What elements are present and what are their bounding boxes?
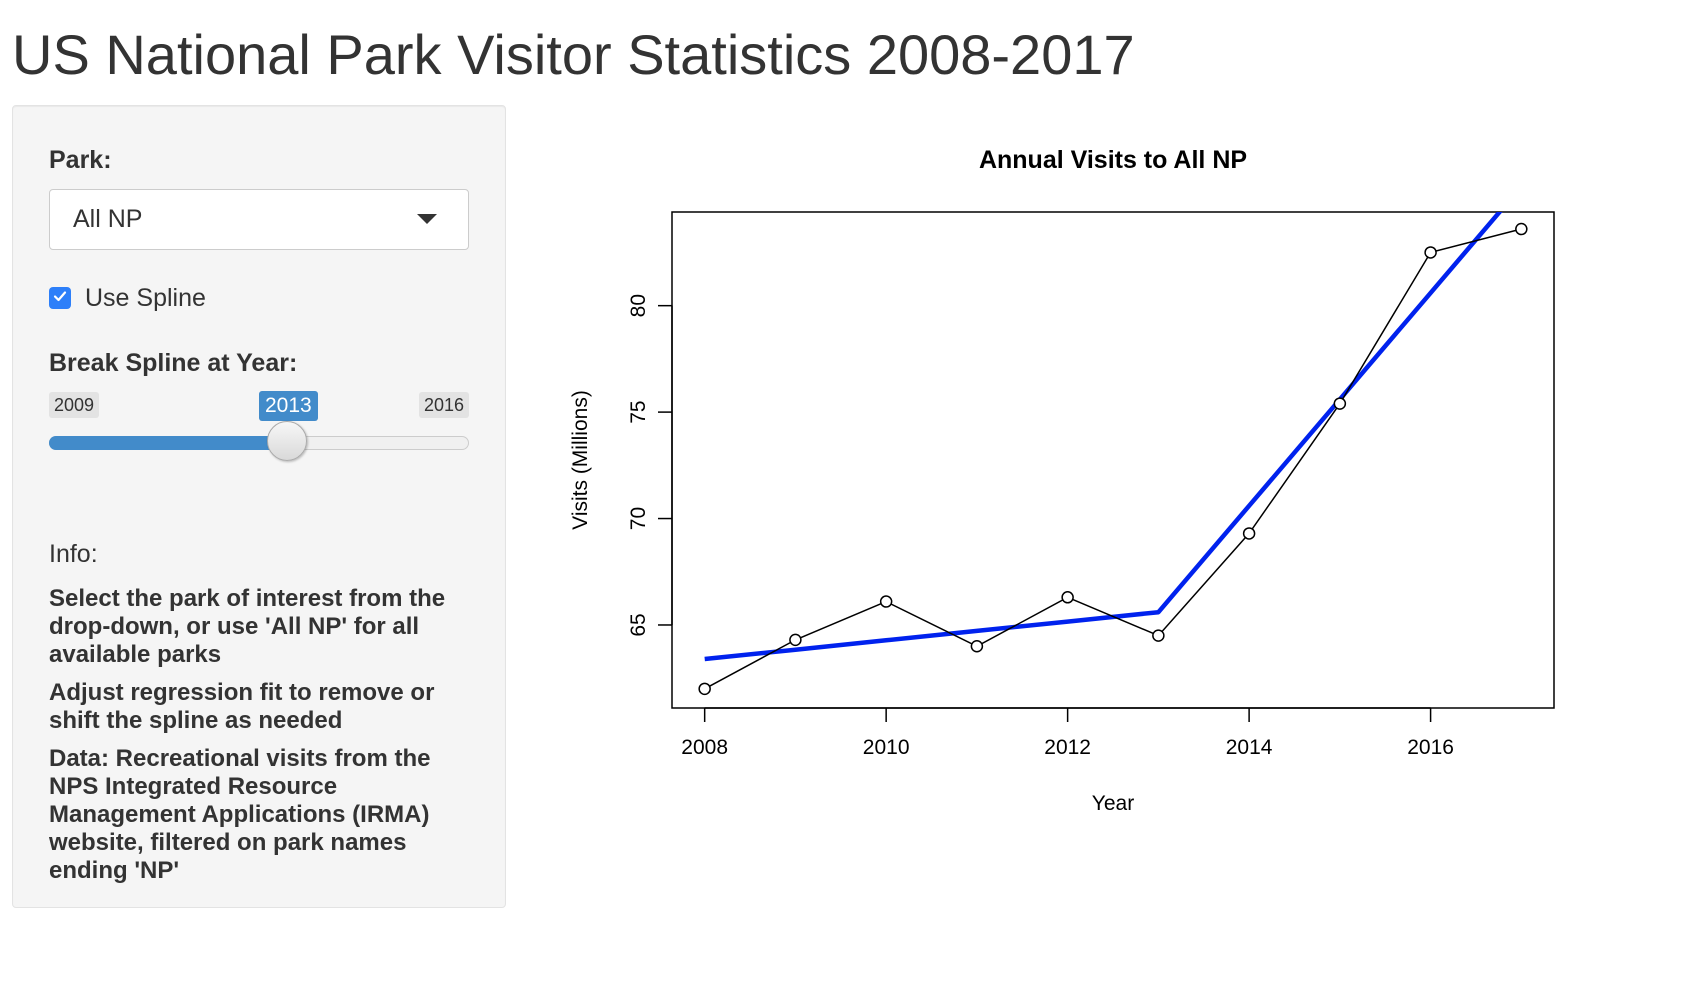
park-dropdown[interactable]: All NP xyxy=(49,189,469,250)
caret-down-icon xyxy=(417,214,437,224)
x-tick-label: 2010 xyxy=(863,736,910,759)
use-spline-label[interactable]: Use Spline xyxy=(85,284,206,312)
data-point xyxy=(698,682,711,696)
spline-fit-line xyxy=(704,212,1503,662)
x-tick-label: 2016 xyxy=(1407,736,1454,759)
y-tick-label: 75 xyxy=(627,400,650,423)
y-tick-label: 80 xyxy=(627,294,650,317)
slider-min-label: 2009 xyxy=(49,392,100,418)
park-label: Park: xyxy=(49,146,112,174)
data-point xyxy=(1333,397,1347,410)
x-axis-label: Year xyxy=(1092,792,1134,815)
y-tick-label: 65 xyxy=(627,613,650,636)
slider-max-label: 2016 xyxy=(419,392,470,418)
x-tick-label: 2012 xyxy=(1044,736,1091,759)
data-point xyxy=(970,640,984,653)
park-dropdown-value: All NP xyxy=(73,205,143,233)
y-axis: 65 70 75 80 xyxy=(627,294,673,637)
observed-visits-line xyxy=(704,228,1522,690)
x-axis: 2008 2010 2012 2014 2016 xyxy=(681,707,1454,759)
data-point xyxy=(1242,527,1256,540)
info-paragraph: Data: Recreational visits from the NPS I… xyxy=(49,745,431,884)
plot-frame xyxy=(671,211,1555,709)
slider-handle[interactable] xyxy=(267,421,307,461)
checkmark-icon xyxy=(53,291,67,302)
break-year-slider-track[interactable] xyxy=(49,436,469,450)
info-paragraph: Adjust regression fit to remove or shift… xyxy=(49,679,435,734)
data-point xyxy=(1515,222,1528,236)
sidebar-panel: Park: All NP Use Spline Break Spline at … xyxy=(12,105,506,908)
x-tick-label: 2008 xyxy=(681,736,728,759)
y-axis-label: Visits (Millions) xyxy=(569,390,592,530)
page-title: US National Park Visitor Statistics 2008… xyxy=(12,23,1135,86)
x-tick-label: 2014 xyxy=(1226,736,1273,759)
chart-title: Annual Visits to All NP xyxy=(979,146,1247,174)
break-year-label: Break Spline at Year: xyxy=(49,349,298,377)
info-heading: Info: xyxy=(49,540,98,568)
use-spline-checkbox[interactable] xyxy=(49,287,71,309)
data-point xyxy=(1152,629,1165,642)
data-point xyxy=(1061,591,1074,604)
info-paragraph: Select the park of interest from the dro… xyxy=(49,585,446,668)
data-point xyxy=(879,595,893,608)
y-tick-label: 70 xyxy=(627,507,650,530)
series-layer xyxy=(698,212,1528,696)
slider-value-label: 2013 xyxy=(259,391,318,421)
data-point xyxy=(789,633,802,647)
slider-fill xyxy=(49,436,286,450)
visits-chart: Annual Visits to All NP 2008 2010 2012 2014… xyxy=(569,146,1555,815)
info-section: Info: Select the park of interest from t… xyxy=(49,539,479,895)
data-point xyxy=(1424,246,1437,259)
